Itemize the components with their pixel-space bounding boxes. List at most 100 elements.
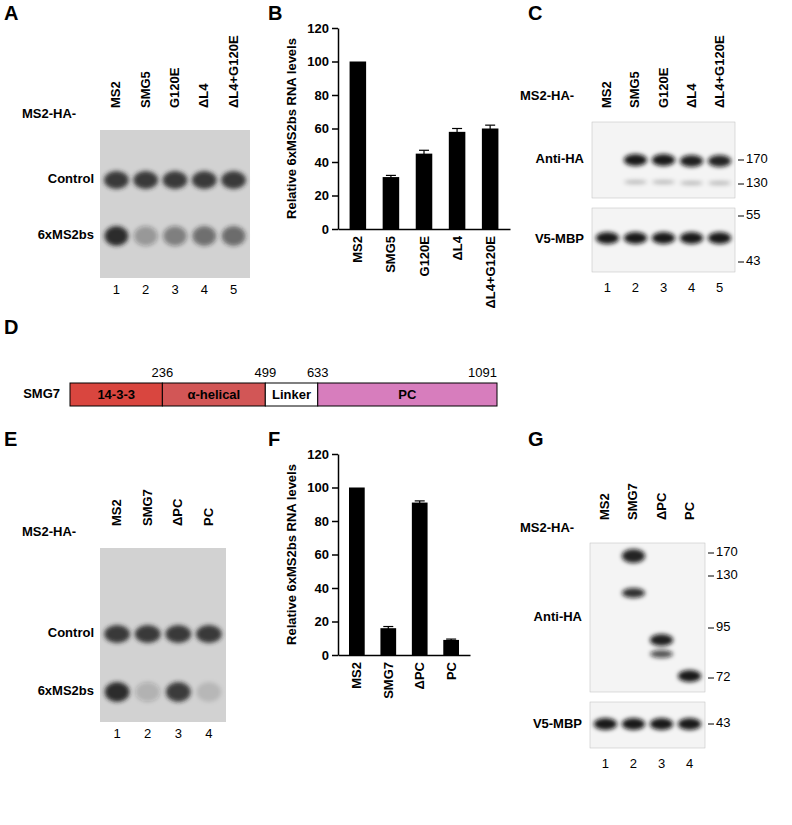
x-tick: ΔPC bbox=[412, 661, 427, 689]
y-axis-title: Relative 6xMS2bs RNA levels bbox=[284, 38, 299, 219]
y-tick: 80 bbox=[315, 88, 338, 103]
y-tick-label: 120 bbox=[307, 447, 329, 462]
lane-label: ΔL4 bbox=[196, 83, 211, 108]
reporter-band bbox=[166, 682, 191, 702]
lane-number: 3 bbox=[175, 726, 182, 741]
marker-dash bbox=[708, 576, 714, 577]
y-tick-label: 60 bbox=[315, 547, 329, 562]
error-bar bbox=[485, 125, 495, 132]
y-tick-label: 100 bbox=[307, 480, 329, 495]
domain-box bbox=[162, 383, 265, 406]
error-line bbox=[490, 125, 491, 132]
lane-label: G120E bbox=[167, 67, 182, 108]
marker-label: 130 bbox=[716, 567, 738, 582]
protein-band bbox=[624, 232, 647, 244]
lane-number: 3 bbox=[660, 280, 667, 295]
protein-band bbox=[652, 232, 675, 244]
x-tick: SMG7 bbox=[381, 662, 396, 699]
marker-dash bbox=[738, 184, 744, 185]
lane-label: MS2 bbox=[108, 81, 123, 108]
reporter-band bbox=[105, 682, 130, 702]
y-tick-mark bbox=[332, 61, 338, 63]
lane-label: SMG7 bbox=[625, 483, 640, 520]
lane-number: 3 bbox=[171, 282, 178, 297]
lane-label: MS2 bbox=[109, 499, 124, 526]
protein-band bbox=[650, 634, 673, 646]
x-tick-label: PC bbox=[444, 661, 459, 680]
y-tick: 40 bbox=[315, 581, 338, 596]
control-band bbox=[135, 625, 161, 643]
error-cap bbox=[452, 128, 462, 129]
marker-label: 95 bbox=[716, 619, 730, 634]
error-cap bbox=[419, 156, 429, 157]
protein-band bbox=[708, 232, 731, 244]
y-tick-mark bbox=[332, 454, 338, 456]
error-cap bbox=[386, 175, 396, 176]
lane-number: 2 bbox=[632, 280, 639, 295]
reporter-band bbox=[196, 682, 221, 702]
lane-label: MS2 bbox=[597, 493, 612, 520]
protein-band bbox=[680, 232, 703, 244]
x-axis: MS2SMG5G120EΔL4ΔL4+G120E bbox=[339, 230, 511, 309]
lane-number: 1 bbox=[602, 756, 609, 771]
y-tick: 0 bbox=[322, 222, 338, 237]
y-tick-label: 20 bbox=[315, 614, 329, 629]
x-tick: PC bbox=[444, 661, 459, 680]
blot-background bbox=[590, 702, 705, 748]
lane-label: SMG5 bbox=[138, 71, 153, 108]
domain-boundary: 499 bbox=[254, 365, 276, 380]
bar bbox=[412, 503, 428, 655]
x-axis: MS2SMG7ΔPCPC bbox=[339, 656, 471, 699]
control-band bbox=[165, 625, 191, 643]
marker-label: 170 bbox=[716, 544, 738, 559]
lane-number: 1 bbox=[113, 282, 120, 297]
protein-band bbox=[678, 670, 701, 682]
protein-band bbox=[596, 232, 619, 244]
error-cap bbox=[383, 626, 393, 627]
lane-label: PC bbox=[201, 507, 216, 526]
marker-label: 55 bbox=[746, 207, 760, 222]
x-tick: ΔL4+G120E bbox=[483, 236, 498, 309]
y-axis: 020406080100120 bbox=[307, 447, 338, 663]
marker-dash bbox=[738, 216, 744, 217]
marker-label: 43 bbox=[746, 253, 760, 268]
protein-label: SMG7 bbox=[23, 386, 60, 401]
lane-label: PC bbox=[682, 501, 697, 520]
protein-band bbox=[624, 180, 647, 184]
error-cap bbox=[383, 629, 393, 630]
lane-number: 1 bbox=[114, 726, 121, 741]
reporter-band bbox=[105, 226, 129, 246]
protein-band bbox=[708, 181, 731, 185]
control-band bbox=[163, 171, 188, 189]
error-cap bbox=[446, 638, 456, 639]
lane-label: ΔL4 bbox=[684, 83, 699, 108]
band-label: Control bbox=[48, 625, 94, 640]
bar bbox=[449, 132, 466, 229]
y-axis: 020406080100120 bbox=[307, 21, 338, 237]
western-blot-panel: MS2-HA-MS2SMG7ΔPCPCAnti-HA1701309572V5-M… bbox=[520, 483, 738, 771]
panel-letter: G bbox=[528, 428, 544, 450]
lane-number: 4 bbox=[201, 282, 208, 297]
lane-label: MS2 bbox=[599, 81, 614, 108]
reporter-band bbox=[134, 226, 158, 246]
protein-band bbox=[622, 588, 645, 598]
x-tick-label: ΔL4+G120E bbox=[483, 236, 498, 309]
bar bbox=[383, 177, 400, 229]
y-tick-label: 100 bbox=[307, 54, 329, 69]
error-line bbox=[456, 129, 457, 136]
northern-blot-panel: MS2-HA-MS2SMG7ΔPCPCControl6xMS2bs1234 bbox=[22, 489, 226, 741]
x-tick-label: ΔL4 bbox=[450, 235, 465, 260]
lane-number: 4 bbox=[688, 280, 695, 295]
control-band bbox=[133, 171, 158, 189]
error-bar bbox=[386, 175, 396, 178]
error-bar bbox=[419, 150, 429, 157]
protein-band bbox=[678, 718, 701, 730]
x-tick-label: G120E bbox=[417, 236, 432, 277]
domain-boundary: 633 bbox=[307, 365, 329, 380]
marker-label: 130 bbox=[746, 175, 768, 190]
band-label: 6xMS2bs bbox=[38, 227, 94, 242]
panel-letter: D bbox=[4, 316, 18, 338]
lane-number: 4 bbox=[205, 726, 212, 741]
blot-background bbox=[590, 543, 705, 692]
y-tick-mark bbox=[332, 229, 338, 231]
